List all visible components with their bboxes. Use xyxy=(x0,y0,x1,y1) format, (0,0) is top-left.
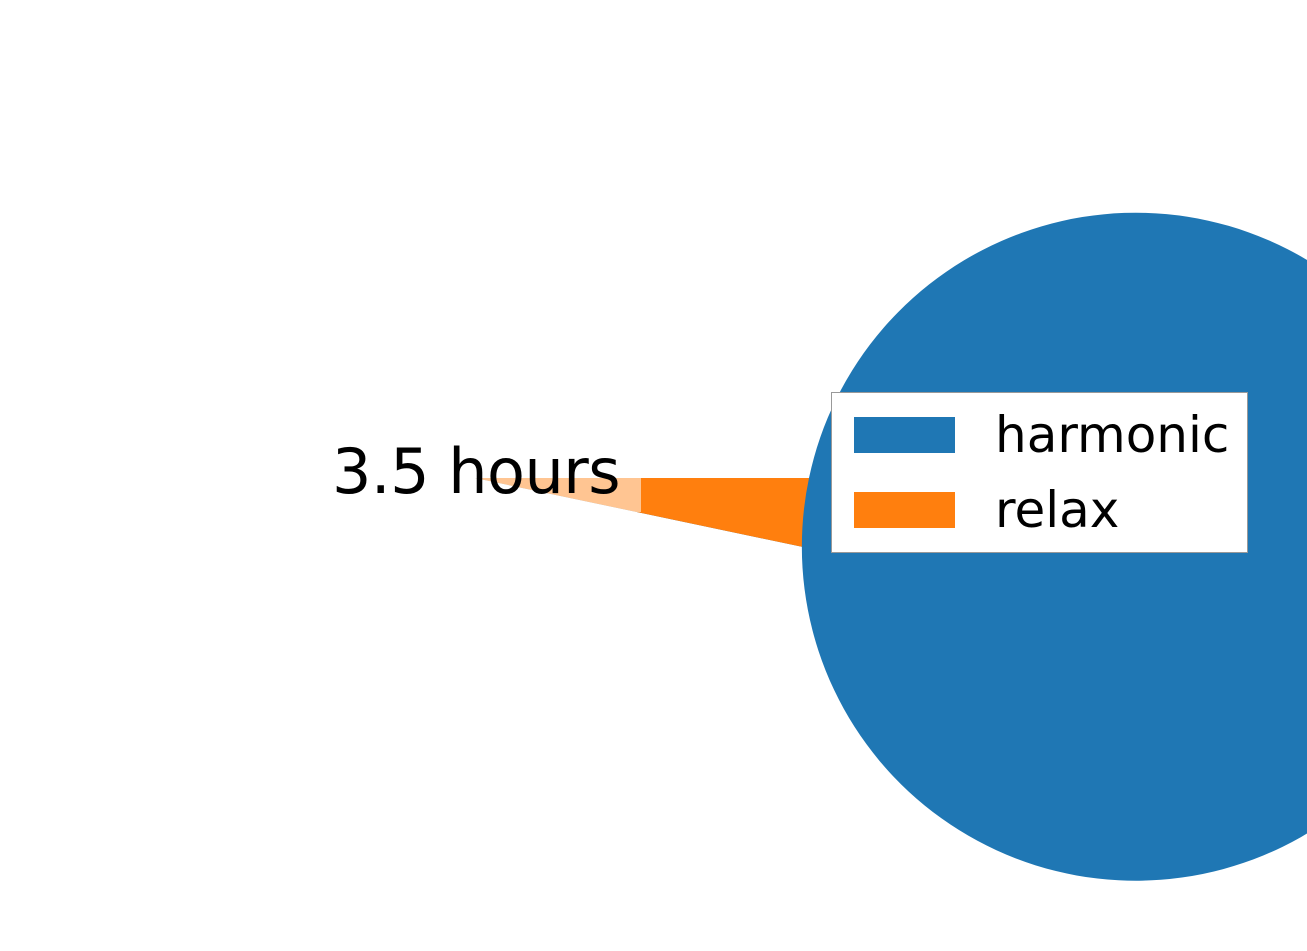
legend-swatch-relax xyxy=(854,492,955,528)
chart-legend: harmonic relax xyxy=(831,392,1248,553)
legend-item-harmonic[interactable]: harmonic xyxy=(832,407,1247,463)
legend-swatch-harmonic xyxy=(854,417,955,453)
legend-label-relax: relax xyxy=(995,481,1120,539)
legend-label-harmonic: harmonic xyxy=(995,406,1230,464)
pie-center-label-text: 3.5 hours xyxy=(331,435,621,508)
legend-item-relax[interactable]: relax xyxy=(832,482,1247,538)
pie-center-label-box: 3.5 hours xyxy=(311,432,641,512)
